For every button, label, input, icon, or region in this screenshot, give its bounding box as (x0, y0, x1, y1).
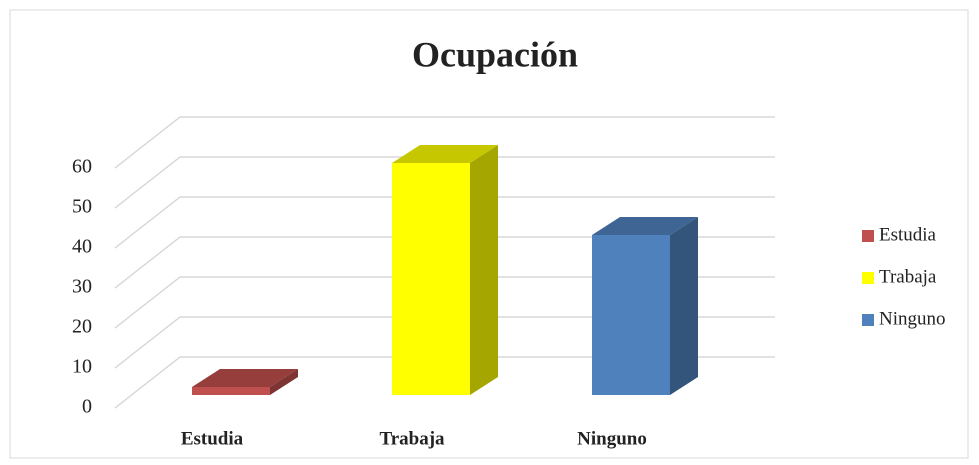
y-tick-label: 60 (72, 156, 92, 178)
y-tick-label: 50 (72, 196, 92, 218)
x-tick-label: Trabaja (379, 428, 445, 449)
legend-label: Trabaja (879, 266, 937, 287)
grid-line (114, 116, 775, 169)
bar-top (192, 369, 298, 387)
grid-line (114, 276, 775, 329)
bar (192, 387, 270, 395)
grid-line (114, 196, 775, 249)
y-tick-label: 0 (82, 396, 92, 418)
bar (392, 163, 470, 395)
legend-swatch (862, 230, 874, 242)
legend-swatch (862, 272, 874, 284)
grid-line (114, 236, 775, 289)
bar-side (670, 217, 698, 395)
legend-label: Ninguno (879, 308, 946, 329)
grid-line (114, 356, 775, 409)
legend-swatch (862, 314, 874, 326)
y-tick-label: 40 (72, 236, 92, 258)
y-tick-label: 20 (72, 316, 92, 338)
bar-top (392, 145, 498, 163)
bar-top (592, 217, 698, 235)
grid-line (114, 156, 775, 209)
bar (592, 235, 670, 395)
chart-title: Ocupación (412, 34, 578, 74)
legend-label: Estudia (879, 224, 937, 245)
x-tick-label: Ninguno (577, 428, 647, 449)
y-tick-label: 30 (72, 276, 92, 298)
bar-side (270, 369, 298, 395)
x-tick-label: Estudia (181, 428, 244, 449)
y-tick-label: 10 (72, 356, 92, 378)
grid-line (114, 316, 775, 369)
bar-side (470, 145, 498, 395)
